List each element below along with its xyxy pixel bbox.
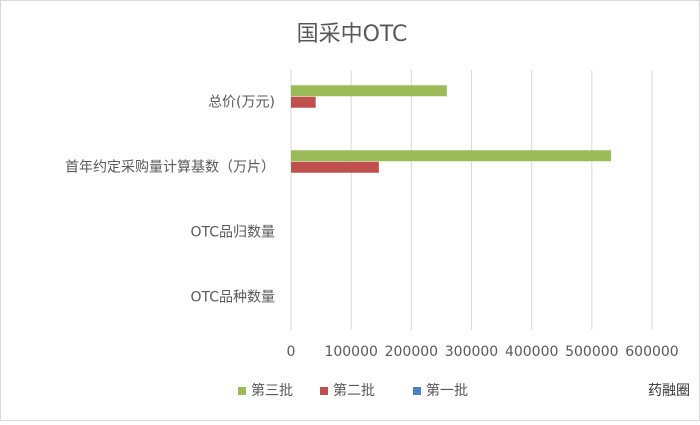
- x-tick-label: 600000: [625, 344, 678, 360]
- legend-label: 第一批: [426, 382, 468, 399]
- y-tick-label: OTC品归数量: [190, 224, 275, 241]
- x-tick-label: 500000: [565, 344, 618, 360]
- x-tick-label: 0: [287, 344, 296, 360]
- x-tick-label: 400000: [505, 344, 558, 360]
- legend-label: 第三批: [251, 382, 293, 399]
- y-tick-label: 总价(万元): [208, 95, 275, 111]
- legend-swatch: [238, 387, 246, 395]
- chart-title: 国采中OTC: [297, 22, 408, 47]
- x-tick-label: 300000: [445, 344, 498, 360]
- x-tick-label: 200000: [385, 344, 438, 360]
- y-tick-label: 首年约定采购量计算基数（万片）: [65, 159, 275, 176]
- y-tick-label: OTC品种数量: [190, 290, 275, 306]
- bar: [291, 85, 447, 97]
- watermark: 药融圈: [648, 383, 690, 399]
- legend-swatch: [413, 387, 421, 395]
- legend-swatch: [320, 387, 328, 395]
- bar: [291, 150, 612, 162]
- bar: [291, 161, 379, 173]
- legend-label: 第二批: [333, 382, 375, 399]
- x-tick-label: 100000: [324, 344, 377, 360]
- bar: [291, 96, 316, 108]
